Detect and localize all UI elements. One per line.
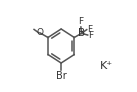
Text: O: O [37,28,44,37]
Text: F: F [78,17,83,26]
Text: Br: Br [56,71,67,81]
Text: K⁺: K⁺ [100,61,113,71]
Text: B: B [78,28,85,38]
Text: F: F [87,25,93,34]
Text: F: F [88,31,94,40]
